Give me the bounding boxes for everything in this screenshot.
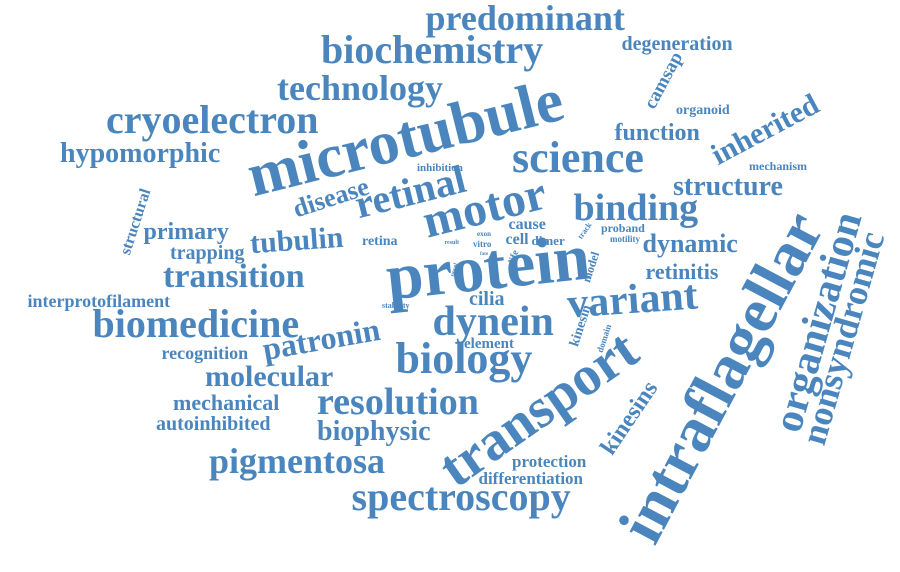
word-spectroscopy: spectroscopy <box>351 474 571 519</box>
word-trapping: trapping <box>170 242 245 264</box>
word-transition: transition <box>163 258 305 295</box>
word-exon: exon <box>477 229 491 238</box>
word-cell: cell <box>505 231 529 248</box>
word-organoid: organoid <box>676 103 730 118</box>
word-recognition: recognition <box>161 343 249 363</box>
word-primary: primary <box>143 219 229 245</box>
word-biomedicine: biomedicine <box>92 301 300 346</box>
word-autoinhibited: autoinhibited <box>156 413 271 435</box>
word-motility: motility <box>610 233 640 244</box>
word-tubulin: tubulin <box>248 220 344 261</box>
word-protection: protection <box>512 451 587 471</box>
word-fate: fate <box>480 251 489 257</box>
word-vitro: vitro <box>473 238 492 249</box>
word-molecular: molecular <box>205 360 334 393</box>
word-dimer: dimer <box>531 232 565 248</box>
word-predominant: predominant <box>425 0 625 38</box>
word-degeneration: degeneration <box>621 33 733 55</box>
word-science: science <box>512 133 644 182</box>
word-cause: cause <box>508 216 546 233</box>
word-cilia: cilia <box>469 288 505 310</box>
word-hypomorphic: hypomorphic <box>60 138 221 169</box>
word-mechanism: mechanism <box>749 159 807 173</box>
word-function: function <box>614 120 700 146</box>
word-stability: stability <box>382 301 410 310</box>
word-result: result <box>444 240 460 246</box>
word-resolution: resolution <box>317 381 479 423</box>
word-cryoelectron: cryoelectron <box>106 97 319 142</box>
word-pigmentosa: pigmentosa <box>209 441 386 481</box>
word-inhibition: inhibition <box>417 161 463 174</box>
word-retina: retina <box>362 234 398 249</box>
word-structure: structure <box>673 171 783 202</box>
word-dynein: dynein <box>432 299 554 345</box>
word-biophysic: biophysic <box>317 416 431 447</box>
word-interprotofilament: interprotofilament <box>27 291 171 311</box>
word-dynamic: dynamic <box>642 229 738 258</box>
word-proband: proband <box>601 221 645 235</box>
word-mechanical: mechanical <box>173 390 280 415</box>
word-binding: binding <box>573 187 699 229</box>
word-differentiation: differentiation <box>478 468 584 488</box>
word-element: element <box>464 335 514 352</box>
word-retinitis: retinitis <box>645 259 719 284</box>
word-biochemistry: biochemistry <box>321 27 544 72</box>
word-biology: biology <box>395 334 533 383</box>
word-technology: technology <box>277 68 443 108</box>
